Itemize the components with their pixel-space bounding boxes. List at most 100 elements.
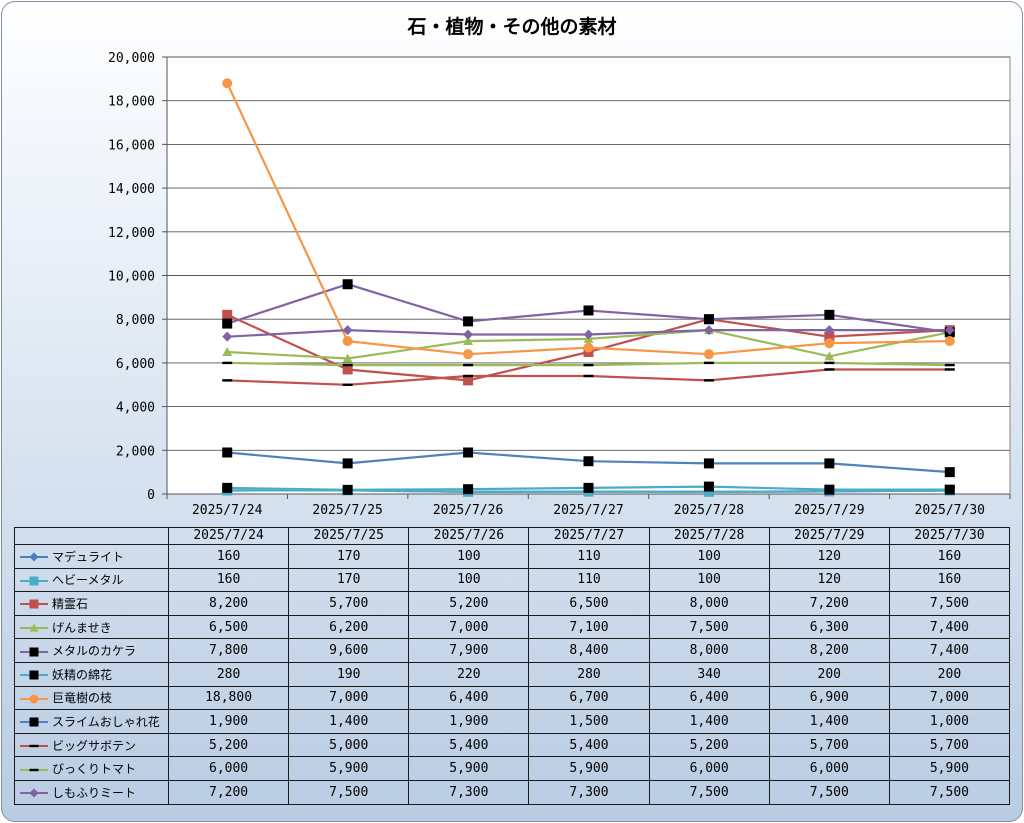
data-point-s3-2: [342, 364, 353, 375]
series-name: ヘビーメタル: [52, 573, 124, 588]
data-point-s6-7: [944, 484, 955, 495]
data-table: 2025/7/24 2025/7/25 2025/7/26 2025/7/27 2025…: [14, 527, 1010, 805]
data-point-s10-4: [583, 363, 594, 367]
data-point-s4-6: [824, 351, 835, 361]
data-point-s7-6: [824, 338, 835, 349]
series-name: スライムおしゃれ花: [52, 714, 160, 729]
data-point-s8-4: [583, 456, 594, 467]
data-value-cell: 7,000: [888, 685, 1010, 711]
data-value-cell: 160: [167, 567, 290, 593]
y-tick-label: 6,000: [116, 357, 155, 372]
data-point-s5-1: [222, 318, 233, 329]
data-value-cell: 7,400: [888, 614, 1010, 640]
table-row: 巨竜樹の枝 18,800 7,000 6,400 6,700 6,400 6,900 7,00…: [14, 685, 1010, 711]
data-value-cell: 7,200: [768, 591, 890, 616]
data-value-cell: 7,400: [888, 638, 1010, 663]
data-value-cell: 1,900: [167, 709, 290, 734]
table-row: げんませき 6,500 6,200 7,000 7,100 7,500 6,300 7,400: [14, 614, 1010, 640]
data-point-s9-6: [824, 368, 835, 371]
data-value-cell: 100: [648, 544, 770, 569]
data-value-cell: 6,000: [768, 756, 890, 781]
data-point-s9-1: [222, 379, 233, 382]
data-point-s8-6: [824, 458, 835, 469]
data-value-cell: 160: [167, 544, 290, 569]
legend-key-icon: [20, 623, 48, 632]
y-tick-label: 14,000: [108, 182, 155, 197]
series-name-cell: マデュライト: [14, 544, 169, 569]
data-point-s11-5: [703, 325, 714, 336]
y-tick-label: 4,000: [116, 401, 155, 416]
data-value-cell: 7,500: [768, 779, 890, 805]
data-point-s5-6: [824, 309, 835, 320]
data-value-cell: 1,500: [528, 709, 650, 734]
series-name: げんませき: [52, 620, 112, 635]
chart-title: 石・植物・その他の素材: [407, 16, 617, 38]
data-point-s11-6: [824, 325, 835, 336]
data-point-s6-6: [824, 484, 835, 495]
data-value-cell: 340: [648, 661, 770, 687]
data-value-cell: 7,500: [648, 614, 770, 640]
data-value-cell: 5,400: [408, 732, 530, 758]
data-point-s8-1: [222, 447, 233, 458]
data-value-cell: 8,000: [648, 591, 770, 616]
data-point-s7-7: [944, 336, 955, 347]
data-value-cell: 190: [288, 661, 410, 687]
data-point-s7-3: [463, 349, 474, 360]
x-tick-label: 2025/7/29: [794, 503, 864, 518]
data-point-s11-7: [944, 325, 955, 336]
data-point-s3-6: [824, 331, 835, 342]
data-value-cell: 7,300: [408, 779, 530, 805]
plot-area: 0 2,000 4,000 6,000 8,000 10,000 12,000 14,000 1…: [108, 51, 1011, 518]
data-point-s11-2: [342, 325, 353, 336]
data-point-s8-2: [342, 458, 353, 469]
legend-key-icon: [20, 694, 48, 704]
x-tick-label: 2025/7/27: [553, 503, 623, 518]
series-name-cell: しもふりミート: [14, 779, 169, 805]
data-value-cell: 6,300: [768, 614, 890, 640]
data-value-cell: 5,400: [528, 732, 650, 758]
data-point-s9-2: [342, 383, 353, 386]
data-value-cell: 7,100: [528, 614, 650, 640]
table-header-date: 2025/7/29: [768, 527, 890, 545]
legend-key-icon: [20, 670, 48, 680]
table-row: しもふりミート 7,200 7,500 7,300 7,300 7,500 7,500 7,5…: [14, 779, 1010, 805]
data-point-s10-3: [463, 363, 474, 367]
x-tick-label: 2025/7/28: [674, 503, 744, 518]
data-value-cell: 200: [768, 661, 890, 687]
data-value-cell: 5,200: [167, 732, 290, 758]
series-name-cell: メタルのカケラ: [14, 638, 169, 663]
series-name-cell: ヘビーメタル: [14, 567, 169, 593]
data-value-cell: 7,500: [888, 591, 1010, 616]
data-point-s6-5: [703, 481, 714, 492]
data-value-cell: 5,700: [288, 591, 410, 616]
legend-key-icon: [20, 788, 48, 798]
data-point-s5-2: [342, 279, 353, 290]
data-value-cell: 220: [408, 661, 530, 687]
table-row: スライムおしゃれ花 1,900 1,400 1,900 1,500 1,400 1,400 1…: [14, 709, 1010, 734]
data-point-s6-4: [583, 482, 594, 493]
data-point-s11-3: [463, 329, 474, 340]
data-value-cell: 7,000: [408, 614, 530, 640]
x-tick-label: 2025/7/24: [192, 503, 263, 518]
data-value-cell: 110: [528, 544, 650, 569]
data-value-cell: 100: [408, 567, 530, 593]
data-value-cell: 6,000: [167, 756, 290, 781]
x-tick-label: 2025/7/30: [915, 503, 985, 518]
table-row: びっくりトマト 6,000 5,900 5,900 5,900 6,000 6,000 5,9…: [14, 756, 1010, 781]
data-value-cell: 170: [288, 544, 410, 569]
series-name: 巨竜樹の枝: [52, 691, 113, 706]
data-point-s7-1: [222, 78, 233, 89]
y-tick-label: 10,000: [108, 270, 155, 285]
y-tick-label: 20,000: [108, 51, 155, 66]
series-name: しもふりミート: [52, 785, 137, 800]
data-point-s4-3: [463, 336, 474, 346]
data-value-cell: 8,000: [648, 638, 770, 663]
series-name-cell: 妖精の綿花: [14, 661, 169, 687]
table-header-date: 2025/7/30: [888, 527, 1010, 545]
y-tick-label: 2,000: [116, 444, 155, 459]
data-value-cell: 7,500: [288, 779, 410, 805]
data-value-cell: 6,400: [408, 685, 530, 711]
data-value-cell: 7,800: [167, 638, 290, 663]
data-value-cell: 5,900: [408, 756, 530, 781]
y-tick-label: 0: [147, 488, 155, 503]
